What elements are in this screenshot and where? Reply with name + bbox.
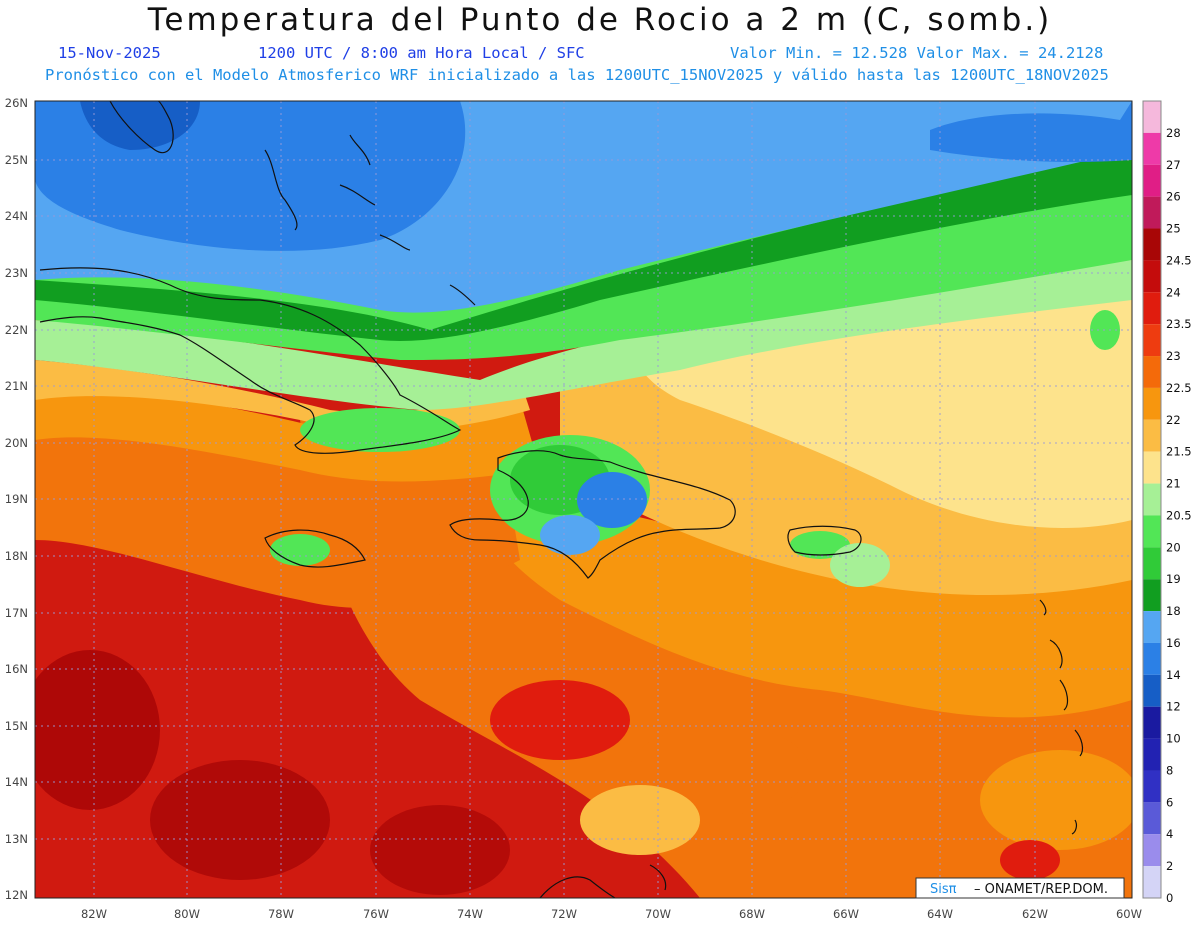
colorbar-label: 24.5: [1166, 253, 1192, 267]
lat-label: 12N: [5, 888, 28, 902]
credit-brand: Sisπ: [930, 882, 957, 897]
colorbar-swatch: [1143, 483, 1161, 516]
colorbar-label: 14: [1166, 668, 1181, 682]
colorbar-swatch: [1143, 515, 1161, 548]
lon-label: 70W: [645, 907, 671, 921]
lat-label: 16N: [5, 662, 28, 676]
colorbar-swatch: [1143, 324, 1161, 357]
colorbar-swatch: [1143, 164, 1161, 197]
lon-label: 76W: [363, 907, 389, 921]
lat-label: 14N: [5, 775, 28, 789]
colorbar-swatch: [1143, 196, 1161, 229]
colorbar-swatch: [1143, 356, 1161, 388]
credit-text: – ONAMET/REP.DOM.: [974, 882, 1108, 897]
colorbar-label: 22.5: [1166, 381, 1192, 395]
colorbar-label: 22: [1166, 413, 1181, 427]
credit-box: Sisπ – ONAMET/REP.DOM.: [915, 877, 1125, 899]
colorbar-swatch: [1143, 451, 1161, 484]
colorbar-swatch: [1143, 547, 1161, 580]
lat-label: 13N: [5, 832, 28, 846]
colorbar-label: 20.5: [1166, 508, 1192, 522]
colorbar-swatch: [1143, 834, 1161, 867]
lon-label: 62W: [1022, 907, 1048, 921]
lon-label: 82W: [81, 907, 107, 921]
colorbar-swatch: [1143, 101, 1161, 133]
colorbar-swatch: [1143, 611, 1161, 643]
lat-label: 26N: [5, 96, 28, 110]
colorbar-label: 16: [1166, 636, 1181, 650]
lat-label: 21N: [5, 379, 28, 393]
colorbar-swatch: [1143, 579, 1161, 612]
lon-label: 66W: [833, 907, 859, 921]
lon-label: 60W: [1116, 907, 1142, 921]
colorbar-swatch: [1143, 419, 1161, 452]
lon-label: 72W: [551, 907, 577, 921]
lon-label: 80W: [174, 907, 200, 921]
colorbar: 2827262524.52423.52322.52221.52120.52019…: [1142, 100, 1192, 905]
colorbar-swatch: [1143, 738, 1161, 771]
colorbar-swatch: [1143, 132, 1161, 165]
colorbar-label: 8: [1166, 763, 1173, 777]
colorbar-swatch: [1143, 292, 1161, 325]
colorbar-swatch: [1143, 642, 1161, 675]
colorbar-swatch: [1143, 802, 1161, 835]
lon-label: 74W: [457, 907, 483, 921]
lat-label: 22N: [5, 323, 28, 337]
colorbar-label: 6: [1166, 795, 1173, 809]
colorbar-label: 25: [1166, 222, 1181, 236]
colorbar-swatch: [1143, 770, 1161, 803]
colorbar-label: 0: [1166, 891, 1173, 905]
lat-label: 24N: [5, 209, 28, 223]
colorbar-label: 18: [1166, 604, 1181, 618]
colorbar-label: 20: [1166, 540, 1181, 554]
lon-label: 64W: [927, 907, 953, 921]
lon-label: 78W: [268, 907, 294, 921]
colorbar-swatch: [1143, 260, 1161, 293]
map-frame: [34, 100, 1133, 899]
colorbar-label: 21: [1166, 477, 1181, 491]
colorbar-swatch: [1143, 387, 1161, 420]
map-grid: [35, 101, 1132, 898]
coastlines: [39, 101, 1084, 898]
model-info: Pronóstico con el Modelo Atmosferico WRF…: [45, 66, 1109, 84]
lat-label: 20N: [5, 436, 28, 450]
latitude-labels: 26N 25N 24N 23N 22N 21N 20N 19N 18N 17N …: [5, 96, 28, 902]
lat-label: 18N: [5, 549, 28, 563]
forecast-time: 1200 UTC / 8:00 am Hora Local / SFC: [258, 44, 585, 62]
longitude-labels: 82W 80W 78W 76W 74W 72W 70W 68W 66W 64W …: [81, 907, 1142, 921]
colorbar-label: 19: [1166, 572, 1181, 586]
colorbar-label: 28: [1166, 126, 1181, 140]
colorbar-swatch: [1143, 866, 1161, 898]
colorbar-label: 21.5: [1166, 445, 1192, 459]
lat-label: 25N: [5, 153, 28, 167]
colorbar-swatch: [1143, 228, 1161, 261]
colorbar-label: 24: [1166, 285, 1181, 299]
lat-label: 23N: [5, 266, 28, 280]
colorbar-label: 12: [1166, 700, 1181, 714]
forecast-date: 15-Nov-2025: [58, 44, 161, 62]
colorbar-frame: [1142, 100, 1162, 899]
colorbar-label: 26: [1166, 190, 1181, 204]
colorbar-swatch: [1143, 706, 1161, 739]
lat-label: 19N: [5, 492, 28, 506]
map-title: Temperatura del Punto de Rocio a 2 m (C,…: [147, 2, 1053, 38]
colorbar-label: 4: [1166, 827, 1173, 841]
colorbar-label: 2: [1166, 859, 1173, 873]
colorbar-label: 23: [1166, 349, 1181, 363]
lat-label: 15N: [5, 719, 28, 733]
min-max-values: Valor Min. = 12.528 Valor Max. = 24.2128: [730, 44, 1104, 62]
colorbar-label: 10: [1166, 732, 1181, 746]
lon-label: 68W: [739, 907, 765, 921]
colorbar-label: 23.5: [1166, 317, 1192, 331]
lat-label: 17N: [5, 606, 28, 620]
colorbar-label: 27: [1166, 158, 1181, 172]
colorbar-swatch: [1143, 674, 1161, 707]
